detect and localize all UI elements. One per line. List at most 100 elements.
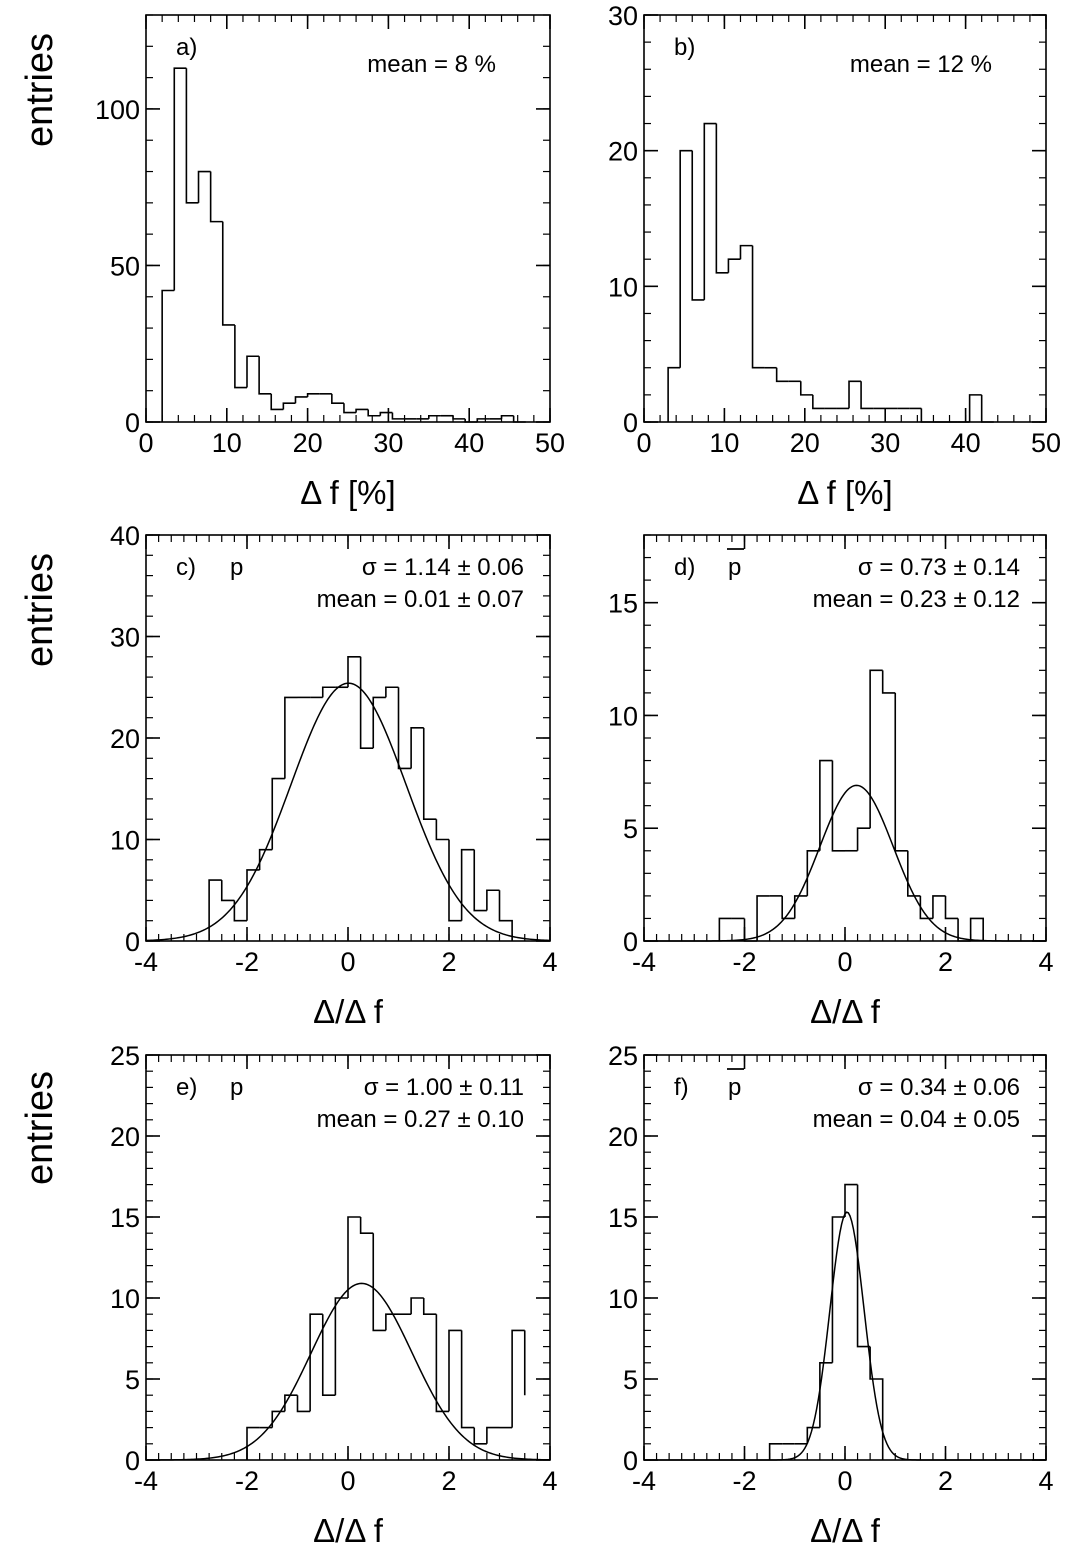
hist-bin-e-16 xyxy=(448,1329,462,1412)
x-axis-label-a: Δ f [%] xyxy=(300,474,395,511)
hist-bin-e-5 xyxy=(309,1313,323,1412)
hist-bin-c-15 xyxy=(397,687,412,770)
x-tick-label-b: 20 xyxy=(790,428,820,458)
hist-bin-a-0 xyxy=(161,289,175,422)
y-tick-label-e: 5 xyxy=(125,1365,140,1395)
hist-bin-d-13 xyxy=(881,670,896,694)
axis-ticks-e: -4 -2 0 2 4 0 5 10 15 20 25 xyxy=(110,1041,558,1496)
x-axis-label-d: Δ/Δ f xyxy=(810,993,881,1030)
hist-bin-a-19 xyxy=(391,412,405,420)
annotation-f-1: σ = 0.34 ± 0.06 xyxy=(858,1074,1020,1101)
y-tick-label-d: 5 xyxy=(623,814,638,844)
y-tick-label-e: 10 xyxy=(110,1284,140,1314)
hist-bin-b-26 xyxy=(980,394,994,423)
hist-bin-a-18 xyxy=(379,411,393,416)
hist-bin-c-20 xyxy=(460,848,475,921)
hist-bin-e-4 xyxy=(296,1395,311,1413)
hist-bin-b-6 xyxy=(739,244,753,260)
annotation-e-2: mean = 0.27 ± 0.10 xyxy=(317,1106,524,1133)
y-tick-label-c: 0 xyxy=(125,927,140,957)
hist-bin-e-8 xyxy=(347,1216,361,1298)
histogram-b xyxy=(667,122,994,423)
hist-bin-e-3 xyxy=(284,1394,298,1412)
panel-tag-d: d) xyxy=(674,554,695,581)
x-tick-label-e: 2 xyxy=(441,1466,456,1496)
x-tick-label-a: 40 xyxy=(454,428,484,458)
annotation-d-1: σ = 0.73 ± 0.14 xyxy=(858,554,1020,581)
hist-bin-a-16 xyxy=(355,408,369,413)
hist-bin-a-7 xyxy=(246,355,260,388)
hist-bin-a-11 xyxy=(294,396,308,404)
hist-bin-d-18 xyxy=(944,895,959,920)
x-tick-label-e: 4 xyxy=(542,1466,557,1496)
y-tick-label-c: 40 xyxy=(110,521,140,551)
hist-bin-e-11 xyxy=(385,1313,399,1331)
hist-bin-c-19 xyxy=(448,839,462,922)
y-tick-label-f: 25 xyxy=(608,1041,638,1071)
hist-bin-b-15 xyxy=(848,380,862,409)
annotation-f-2: mean = 0.04 ± 0.05 xyxy=(813,1106,1020,1133)
y-tick-label-f: 0 xyxy=(623,1446,638,1476)
hist-bin-d-15 xyxy=(907,850,921,897)
x-tick-label-d: 0 xyxy=(837,947,852,977)
y-axis-label-row-1: entries xyxy=(19,33,61,147)
particle-label-e: p xyxy=(230,1074,243,1101)
x-tick-label-a: 50 xyxy=(535,428,565,458)
hist-bin-e-18 xyxy=(473,1427,487,1445)
hist-bin-a-5 xyxy=(221,221,235,326)
hist-bin-b-1 xyxy=(679,149,693,368)
x-tick-label-b: 10 xyxy=(709,428,739,458)
hist-bin-b-16 xyxy=(860,381,874,410)
histogram-c xyxy=(208,656,513,941)
x-axis-label-e: Δ/Δ f xyxy=(313,1512,384,1549)
hist-bin-a-2 xyxy=(185,68,199,204)
hist-bin-c-22 xyxy=(486,889,500,911)
hist-bin-e-17 xyxy=(460,1330,475,1429)
annotation-d-2: mean = 0.23 ± 0.12 xyxy=(813,586,1020,613)
axis-ticks-f: -4 -2 0 2 4 0 5 10 15 20 25 xyxy=(608,1041,1054,1496)
x-tick-label-a: 10 xyxy=(212,428,242,458)
y-tick-label-f: 5 xyxy=(623,1365,638,1395)
hist-bin-d-11 xyxy=(856,827,871,851)
plot-frame-b xyxy=(643,14,1047,423)
hist-bin-e-19 xyxy=(486,1426,500,1444)
hist-bin-a-22 xyxy=(428,414,441,419)
fit-curve-c xyxy=(145,682,551,942)
hist-bin-a-24 xyxy=(452,415,466,420)
x-tick-label-d: -4 xyxy=(632,947,656,977)
hist-bin-b-21 xyxy=(920,408,934,423)
hist-bin-a-8 xyxy=(258,356,272,395)
annotation-c-1: σ = 1.14 ± 0.06 xyxy=(362,554,524,581)
hist-bin-b-9 xyxy=(775,367,789,383)
hist-bin-b-3 xyxy=(703,122,717,300)
hist-bin-f-4 xyxy=(819,1362,833,1428)
hist-bin-a-28 xyxy=(500,414,514,419)
panel-d: -4 -2 0 2 4 0 5 10 15 d) p σ = 0.73 ± 0.14 mean … xyxy=(608,534,1054,1030)
x-tick-label-b: 50 xyxy=(1031,428,1061,458)
hist-bin-a-9 xyxy=(270,393,284,411)
annotation-c-2: mean = 0.01 ± 0.07 xyxy=(317,586,524,613)
y-tick-label-a: 50 xyxy=(110,251,140,281)
x-tick-label-b: 0 xyxy=(636,428,651,458)
hist-bin-f-5 xyxy=(831,1216,845,1363)
y-tick-label-e: 15 xyxy=(110,1203,140,1233)
y-tick-label-d: 10 xyxy=(608,701,638,731)
hist-bin-a-12 xyxy=(306,393,320,397)
hist-bin-d-0 xyxy=(718,917,732,941)
hist-bin-a-1 xyxy=(173,67,187,291)
hist-bin-a-29 xyxy=(512,415,526,423)
x-axis-label-f: Δ/Δ f xyxy=(810,1512,881,1549)
hist-bin-d-3 xyxy=(756,895,770,941)
hist-bin-c-12 xyxy=(359,656,374,749)
annotation-e-1: σ = 1.00 ± 0.11 xyxy=(364,1074,524,1101)
hist-bin-d-9 xyxy=(831,760,845,852)
hist-bin-e-9 xyxy=(359,1217,374,1234)
annotation-a-1: mean = 8 % xyxy=(367,51,496,78)
hist-bin-c-21 xyxy=(473,849,487,912)
axis-ticks-b: 0 10 20 30 40 50 0 10 20 30 xyxy=(608,1,1061,458)
hist-bin-c-14 xyxy=(385,686,399,698)
hist-bin-a-6 xyxy=(234,324,247,389)
hist-bin-c-5 xyxy=(271,777,285,850)
histogram-d xyxy=(718,669,984,942)
